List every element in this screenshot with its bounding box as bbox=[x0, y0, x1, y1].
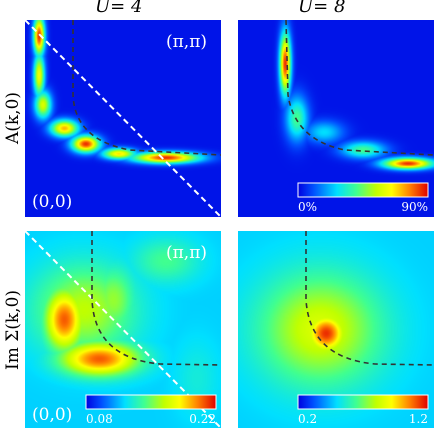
panel-sigma-u8: 0.2 1.2 bbox=[238, 231, 434, 428]
colorbar-min-label: 0.2 bbox=[298, 412, 317, 426]
corner-label-pi-pi: (π,π) bbox=[166, 243, 207, 263]
colorbar-max-label: 1.2 bbox=[409, 412, 428, 426]
ylabel-self-energy: Im Σ(k,0) bbox=[3, 290, 23, 370]
corner-label-origin: (0,0) bbox=[32, 405, 72, 425]
panel-sigma-u4: (π,π) (0,0) 0.08 0.22 bbox=[25, 231, 221, 428]
panel-a-u8: 0% 90% bbox=[238, 20, 434, 217]
colorbar-min-label: 0% bbox=[298, 200, 317, 214]
diagonal-guide bbox=[25, 20, 221, 217]
colorbar bbox=[297, 182, 429, 198]
fermi-surface-guide bbox=[91, 231, 221, 366]
panel-a-u4: (0,0) (π,π) bbox=[25, 20, 221, 217]
ylabel-spectral: A(k,0) bbox=[3, 92, 23, 145]
colorbar-max-label: 90% bbox=[401, 200, 428, 214]
title-u4: U= 4 bbox=[95, 0, 142, 17]
colorbar-min-label: 0.08 bbox=[86, 412, 113, 426]
fermi-surface-guide bbox=[305, 231, 434, 366]
colorbar bbox=[297, 394, 429, 410]
fermi-surface-guide bbox=[285, 20, 434, 156]
title-u8: U= 8 bbox=[298, 0, 345, 17]
corner-label-pi-pi: (π,π) bbox=[166, 32, 207, 52]
colorbar-max-label: 0.22 bbox=[189, 412, 216, 426]
colorbar bbox=[85, 394, 217, 410]
corner-label-origin: (0,0) bbox=[32, 192, 72, 212]
